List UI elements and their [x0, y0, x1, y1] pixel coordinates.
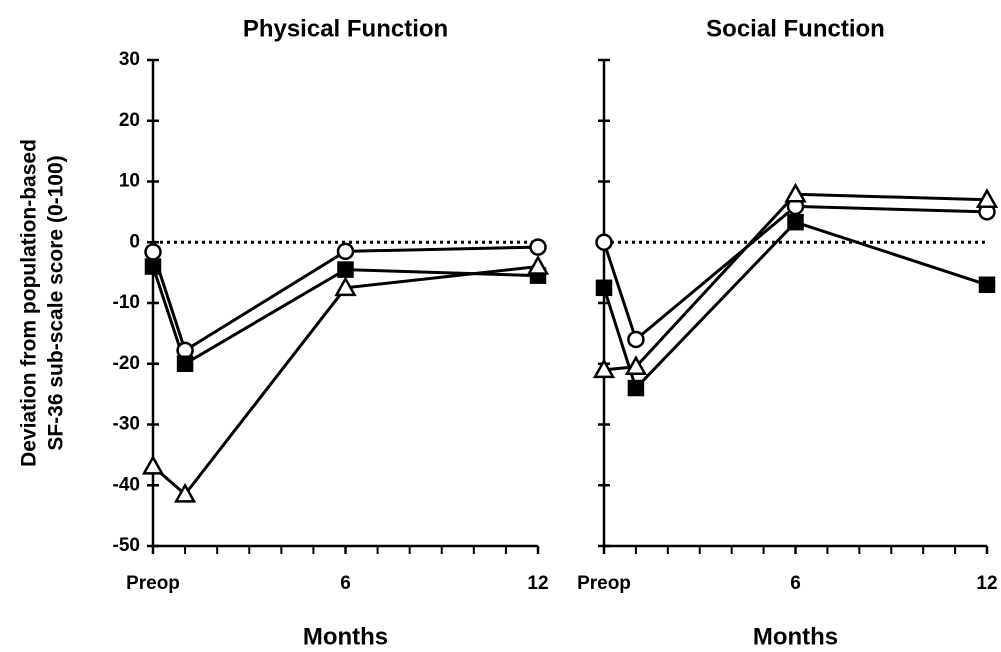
chart-title: Physical Function [243, 15, 448, 42]
marker [592, 358, 616, 379]
x-axis-label: Months [303, 623, 388, 650]
marker [627, 379, 645, 397]
marker [144, 243, 162, 261]
x-tick-label: 12 [527, 573, 548, 594]
marker [975, 188, 999, 208]
y-axis-label: Deviation from population-based [18, 139, 41, 467]
marker [176, 355, 194, 372]
series-line [602, 204, 988, 343]
y-tick-label: 0 [129, 231, 140, 252]
series-line [602, 220, 988, 391]
x-axis-label: Months [753, 623, 838, 650]
x-tick-label: 12 [976, 573, 997, 594]
marker [334, 276, 357, 297]
series-line [152, 265, 539, 497]
marker [784, 182, 807, 203]
marker [595, 279, 613, 297]
y-tick-label: -20 [113, 353, 140, 374]
x-tick-label: Preop [126, 573, 180, 594]
x-tick-label: 6 [790, 573, 801, 594]
marker [529, 238, 547, 256]
series-line [151, 245, 539, 353]
series-line [151, 266, 539, 366]
y-tick-label: 10 [119, 171, 140, 192]
y-tick-label: -50 [113, 535, 140, 556]
y-tick-label: 20 [119, 110, 140, 131]
chart-title: Social Function [706, 15, 885, 42]
y-tick-label: -10 [113, 292, 140, 313]
y-axis-label: SF-36 sub-scale score (0-100) [45, 155, 68, 450]
marker [526, 255, 550, 275]
marker [595, 233, 613, 251]
x-tick-label: 6 [340, 573, 351, 594]
x-tick-label: Preop [577, 573, 631, 594]
marker [624, 355, 648, 376]
marker [173, 482, 197, 503]
marker [978, 276, 996, 294]
marker [627, 330, 645, 349]
y-tick-label: 30 [119, 49, 140, 70]
series-line [603, 192, 988, 372]
marker [336, 242, 355, 261]
marker [144, 258, 162, 275]
marker [141, 454, 165, 475]
y-tick-label: -30 [113, 414, 140, 435]
marker [337, 261, 354, 278]
y-tick-label: -40 [113, 474, 140, 495]
marker [787, 213, 804, 231]
